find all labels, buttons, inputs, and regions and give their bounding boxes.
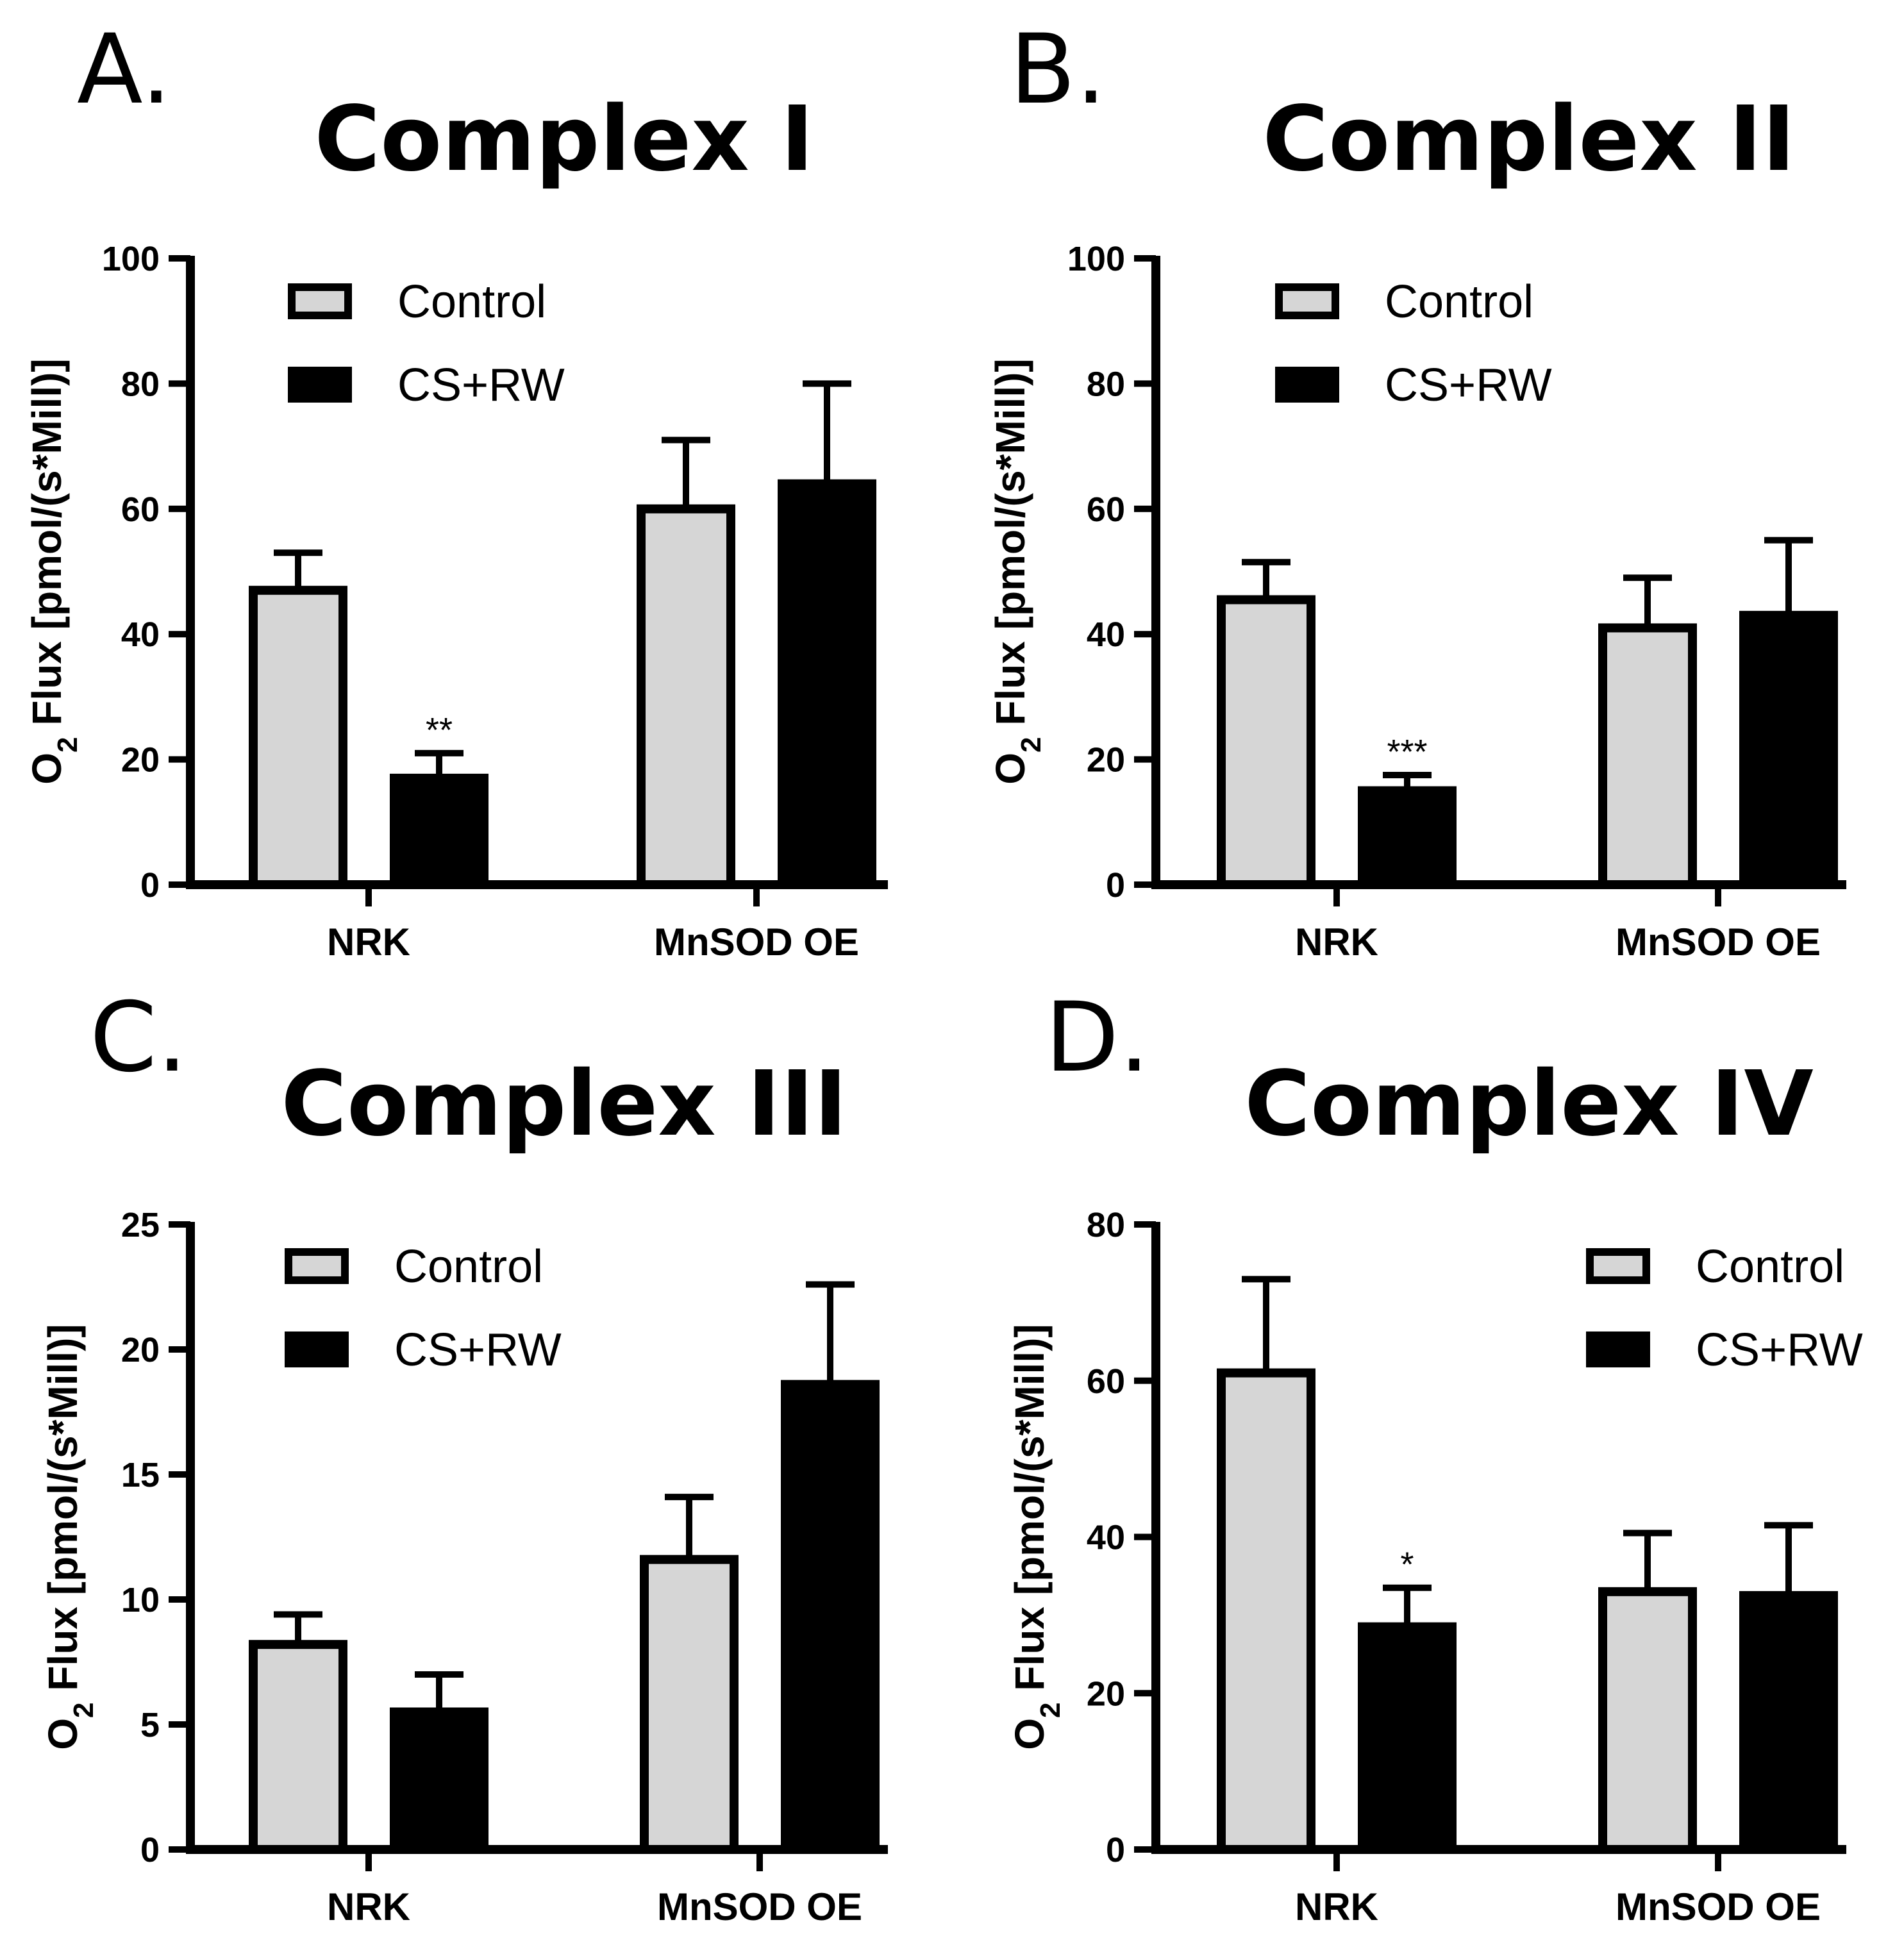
panel-a-y-axis-label: O2 Flux [pmol/(s*Mill)]: [24, 358, 83, 784]
panel-b-letter: B.: [1010, 14, 1106, 126]
panel-c-title: Complex III: [281, 1052, 847, 1156]
panel-c-y-axis-label: O2 Flux [pmol/(s*Mill)]: [40, 1324, 99, 1749]
panel-b-legend-label: CS+RW: [1385, 360, 1552, 411]
panel-c-y-tick-label: 5: [140, 1706, 160, 1744]
panel-a-bar-control: [637, 504, 735, 889]
panel-b-bar-control: [1217, 595, 1315, 890]
panel-b-y-tick-label: 60: [1087, 490, 1125, 529]
panel-a-legend-swatch-cs-rw: [288, 367, 352, 403]
panel-d-y-tick-label: 20: [1087, 1674, 1125, 1713]
panel-a-title: Complex I: [314, 87, 814, 192]
panel-d-bar-control: [1598, 1587, 1697, 1854]
panel-c-bar-cs-rw: [781, 1380, 880, 1855]
panel-a-y-tick-label: 60: [121, 490, 160, 529]
panel-d-legend-swatch-cs-rw: [1586, 1331, 1650, 1367]
panel-b-bar-cs-rw: [1358, 786, 1457, 889]
panel-c-legend-label: CS+RW: [394, 1324, 562, 1376]
panel-c-bar-cs-rw: [390, 1707, 489, 1854]
panel-d-x-tick-label: NRK: [1295, 1885, 1378, 1928]
panel-b-x-tick-label: NRK: [1295, 921, 1378, 964]
panel-b-x-tick-label: MnSOD OE: [1616, 921, 1821, 964]
panel-b-title: Complex II: [1262, 87, 1795, 192]
panel-a-letter: A.: [77, 14, 172, 126]
panel-b-y-tick-label: 80: [1087, 365, 1125, 403]
panel-b-legend-label: Control: [1385, 276, 1533, 328]
panel-a-significance-marker: **: [426, 711, 453, 749]
panel-c-y-tick-label: 25: [121, 1206, 160, 1244]
panel-d-significance-marker: *: [1400, 1546, 1414, 1584]
panel-c-y-tick-label: 15: [121, 1456, 160, 1494]
panel-d-y-axis-label: O2 Flux [pmol/(s*Mill)]: [1006, 1324, 1066, 1749]
panel-a-legend-swatch-control: [288, 283, 352, 319]
panel-d-y-tick-label: 60: [1087, 1362, 1125, 1401]
panel-b-bar-control: [1598, 623, 1697, 889]
panel-a-y-tick-label: 0: [140, 866, 160, 905]
panel-c-y-tick-label: 20: [121, 1331, 160, 1369]
panel-c-y-tick-label: 10: [121, 1581, 160, 1619]
panel-b-y-tick-label: 40: [1087, 615, 1125, 654]
panel-d-legend-swatch-control: [1586, 1248, 1650, 1284]
panel-d-bar-cs-rw: [1739, 1590, 1838, 1854]
panel-d-letter: D.: [1045, 982, 1149, 1094]
panel-d-y-tick-label: 0: [1106, 1831, 1125, 1869]
panel-a-y-tick-label: 100: [102, 240, 160, 278]
panel-a-x-tick-label: NRK: [327, 921, 410, 964]
panel-a-y-tick-label: 40: [121, 615, 160, 654]
panel-a-bar-cs-rw: [390, 773, 489, 890]
panel-d-bar-cs-rw: [1358, 1622, 1457, 1854]
panel-c-y-tick-label: 0: [140, 1831, 160, 1869]
panel-b-y-tick-label: 100: [1067, 240, 1125, 278]
panel-d-y-tick-label: 40: [1087, 1519, 1125, 1557]
panel-c-legend-swatch-control: [285, 1248, 349, 1284]
panel-c-x-tick-label: MnSOD OE: [657, 1885, 862, 1928]
panel-b-y-tick-label: 20: [1087, 741, 1125, 780]
panel-b-y-axis-label: O2 Flux [pmol/(s*Mill)]: [987, 358, 1047, 784]
panel-c-bar-control: [249, 1640, 347, 1854]
panel-a-y-tick-label: 80: [121, 365, 160, 403]
panel-d-x-tick-label: MnSOD OE: [1616, 1885, 1821, 1928]
panel-c-letter: C.: [90, 982, 187, 1094]
panel-a-legend-label: Control: [397, 276, 546, 328]
panel-c-x-tick-label: NRK: [327, 1885, 410, 1928]
panel-d-bar-control: [1217, 1368, 1315, 1854]
panel-b-legend-swatch-cs-rw: [1275, 367, 1339, 403]
panel-a-legend-label: CS+RW: [397, 360, 565, 411]
panel-b-significance-marker: ***: [1387, 733, 1427, 771]
panel-b-y-tick-label: 0: [1106, 866, 1125, 905]
panel-b-legend-swatch-control: [1275, 283, 1339, 319]
panel-a-bar-cs-rw: [778, 479, 876, 889]
panel-a-y-tick-label: 20: [121, 741, 160, 780]
panel-d-title: Complex IV: [1244, 1052, 1813, 1156]
panel-c-legend-label: Control: [394, 1241, 543, 1292]
panel-c-legend-swatch-cs-rw: [285, 1331, 349, 1367]
panel-a-bar-control: [249, 585, 347, 889]
panel-d-y-tick-label: 80: [1087, 1206, 1125, 1244]
panel-a-x-tick-label: MnSOD OE: [654, 921, 859, 964]
panel-b-bar-cs-rw: [1739, 610, 1838, 889]
panel-c-bar-control: [640, 1555, 739, 1855]
panel-d-legend-label: CS+RW: [1696, 1324, 1863, 1376]
panel-d-legend-label: Control: [1696, 1241, 1844, 1292]
